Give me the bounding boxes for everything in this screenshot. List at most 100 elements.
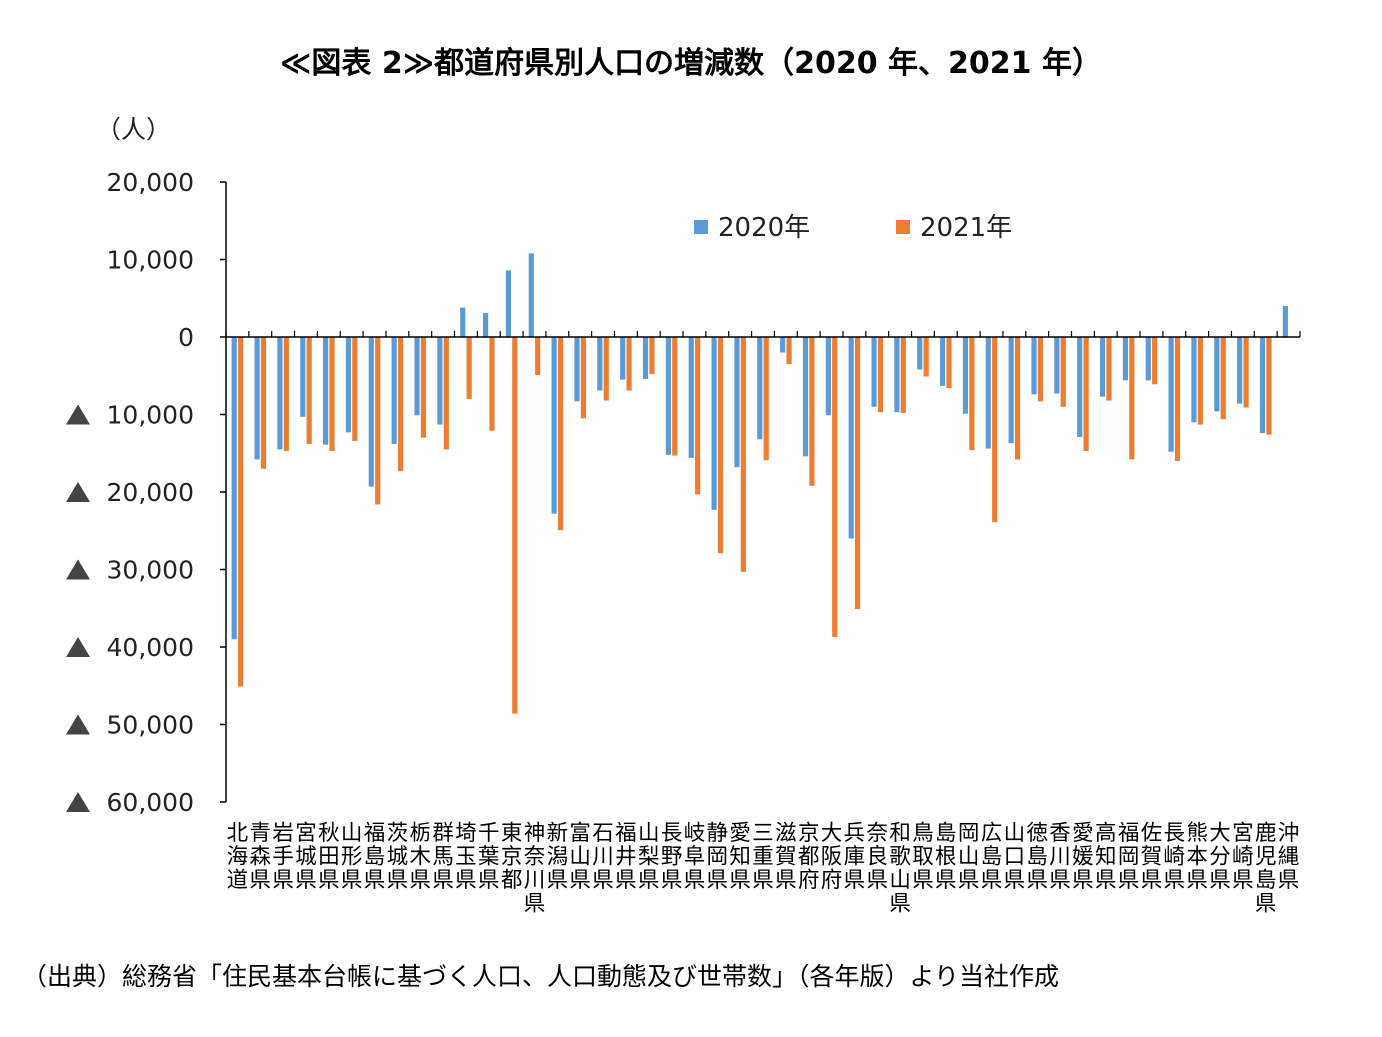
x-tick-label: 福島県 (364, 821, 386, 893)
legend: 2020年 2021年 (694, 213, 1012, 243)
bar-2021 (352, 337, 358, 441)
bar-2021 (786, 337, 792, 365)
bar-2021 (717, 337, 724, 554)
bar-2021 (1129, 337, 1135, 460)
x-tick-label: 長崎県 (1164, 821, 1186, 893)
bar-2020 (757, 337, 763, 440)
x-tick-label: 岩手県 (272, 821, 294, 893)
x-tick-label: 静岡県 (707, 821, 729, 893)
bar-2020 (848, 337, 854, 539)
bar-2020 (460, 307, 466, 337)
bar-2020 (323, 337, 329, 445)
legend-swatch-2021 (896, 220, 910, 234)
bar-2020 (300, 337, 306, 417)
x-tick-label: 香川県 (1049, 821, 1071, 893)
negative-triangle-icon (66, 792, 90, 812)
bar-2020 (825, 337, 831, 416)
bar-2021 (443, 337, 449, 450)
bar-2020 (277, 337, 283, 450)
source-note: （出典）総務省「住民基本台帳に基づく人口、人口動態及び世帯数」（各年版）より当社… (22, 962, 1059, 991)
bar-2020 (254, 337, 260, 460)
axes (225, 182, 1301, 802)
bar-2021 (557, 337, 564, 530)
bar-2020 (642, 337, 649, 379)
bar-2020 (437, 337, 443, 425)
bar-2020 (665, 337, 671, 455)
bar-2020 (414, 337, 420, 416)
x-tick-label: 神奈川県 (524, 821, 546, 917)
y-axis-ticks: 20,000 10,000 0 10,000 20,000 30,000 40,000 50,… (66, 168, 226, 817)
bar-2020 (985, 337, 991, 449)
bar-2021 (1174, 337, 1181, 461)
bar-2020 (1282, 306, 1288, 337)
x-tick-label: 福岡県 (1118, 821, 1140, 893)
bar-2021 (946, 337, 952, 389)
x-tick-label: 島根県 (935, 821, 957, 893)
bar-2021 (1197, 337, 1203, 425)
bar-2021 (375, 337, 381, 505)
bar-2021 (1152, 337, 1158, 385)
y-tick-label: 0 (178, 323, 194, 352)
bar-2020 (620, 337, 626, 380)
bar-2021 (900, 337, 906, 413)
bar-2020 (871, 337, 877, 407)
x-tick-label: 埼玉県 (455, 821, 477, 893)
x-tick-label: 和歌山県 (889, 821, 911, 917)
x-tick-label: 兵庫県 (844, 821, 866, 893)
x-tick-label: 愛媛県 (1072, 821, 1094, 893)
x-tick-label: 東京都 (501, 821, 523, 893)
x-tick-label: 宮崎県 (1232, 821, 1254, 893)
x-tick-label: 三重県 (752, 821, 774, 893)
y-tick-label: 40,000 (107, 633, 194, 662)
bar-2021 (1060, 337, 1066, 407)
bar-2021 (672, 337, 678, 456)
bar-2020 (482, 312, 489, 337)
bar-2021 (603, 337, 609, 401)
y-axis-unit-label: （人） (96, 115, 171, 144)
y-tick-label: 60,000 (107, 788, 194, 817)
negative-triangle-icon (66, 637, 90, 657)
y-tick-label: 20,000 (107, 168, 194, 197)
negative-triangle-icon (66, 559, 90, 580)
bar-2021 (306, 337, 312, 444)
bar-2021 (535, 337, 541, 375)
x-tick-label: 鳥取県 (912, 821, 934, 893)
bars (231, 253, 1288, 714)
bar-2021 (992, 337, 998, 523)
legend-label-2021: 2021年 (920, 213, 1012, 243)
x-tick-label: 北海道 (227, 821, 249, 893)
bar-2021 (420, 337, 427, 438)
bar-2021 (489, 337, 495, 431)
bar-2020 (505, 270, 512, 337)
bar-2021 (329, 337, 335, 451)
bar-2020 (597, 337, 603, 391)
x-tick-label: 佐賀県 (1141, 821, 1163, 893)
bar-2020 (368, 337, 374, 487)
bar-2020 (528, 253, 534, 337)
x-tick-label: 広島県 (981, 821, 1003, 893)
x-tick-label: 茨城県 (387, 821, 409, 893)
bar-2020 (1077, 337, 1083, 437)
bar-2020 (940, 337, 946, 386)
x-tick-label: 沖縄県 (1278, 821, 1300, 893)
bar-2021 (626, 337, 632, 391)
bar-2020 (574, 337, 580, 402)
bar-2020 (802, 337, 809, 457)
negative-triangle-icon (66, 404, 90, 425)
bar-2021 (763, 337, 769, 461)
x-tick-label: 青森県 (250, 821, 272, 893)
bar-2021 (1083, 337, 1089, 451)
bar-2021 (1243, 337, 1249, 408)
bar-2020 (1008, 337, 1014, 444)
x-tick-label: 京都府 (798, 821, 820, 893)
x-tick-label: 富山県 (569, 821, 591, 893)
bar-2020 (1191, 337, 1197, 423)
bar-2021 (1014, 337, 1021, 460)
bar-2020 (1099, 337, 1106, 397)
x-tick-label: 鹿児島県 (1255, 821, 1277, 917)
bar-2021 (740, 337, 746, 572)
legend-label-2020: 2020年 (718, 213, 810, 243)
bar-2021 (466, 337, 472, 399)
x-tick-label: 山形県 (341, 821, 363, 893)
